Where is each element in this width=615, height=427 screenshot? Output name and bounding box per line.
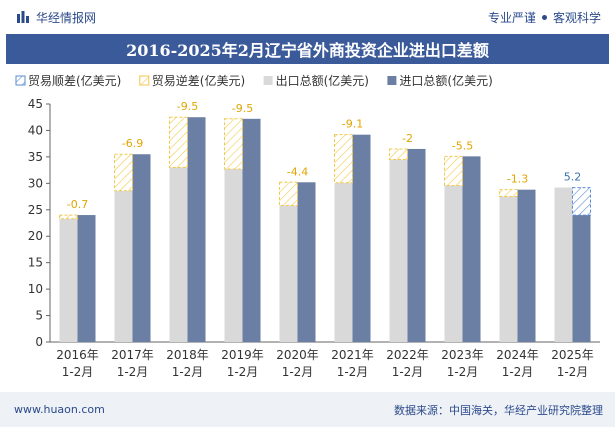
x-tick-label-3-year: 2019年 (221, 348, 264, 362)
x-tick-label-2-period: 1-2月 (172, 365, 204, 379)
separator-dot-icon (541, 14, 547, 20)
deficit-bar-2 (169, 116, 188, 168)
deficit-bar-3 (224, 118, 243, 170)
y-tick-label-0: 0 (35, 335, 43, 349)
legend-label-3: 进口总额(亿美元) (399, 73, 492, 88)
x-tick-label-1-year: 2017年 (111, 348, 154, 362)
y-tick-label-4: 20 (28, 229, 43, 243)
x-tick-label-8-period: 1-2月 (502, 365, 534, 379)
x-tick-label-4-period: 1-2月 (282, 365, 314, 379)
surplus-bar-9 (572, 187, 591, 216)
y-tick-label-6: 30 (28, 176, 43, 190)
legend-swatch-1 (139, 75, 150, 86)
export-bar-1 (114, 190, 133, 342)
export-bar-4 (279, 205, 298, 342)
x-tick-label-4-year: 2020年 (276, 348, 319, 362)
export-bar-8 (499, 196, 518, 342)
x-tick-label-6-year: 2022年 (386, 348, 429, 362)
top-bar: 华经情报网 专业严谨 客观科学 (0, 0, 615, 34)
x-tick-label-9-year: 2025年 (551, 348, 594, 362)
y-tick-label-3: 15 (28, 256, 43, 270)
data-label-6: -2 (402, 132, 413, 145)
deficit-bar-5 (334, 134, 353, 184)
import-bar-0 (77, 215, 96, 342)
legend-swatch-0 (15, 75, 26, 86)
export-bar-9 (554, 187, 573, 342)
axes: 0 5 10 15 20 25 30 35 40 45 2016年 1-2月 2017年 1-2月 2018… (28, 97, 600, 379)
deficit-bar-4 (279, 181, 298, 207)
deficit-bar-8 (499, 189, 518, 198)
deficit-bar-6 (389, 148, 408, 161)
data-label-9: 5.2 (564, 171, 582, 184)
y-tick-label-7: 35 (28, 150, 43, 164)
data-label-7: -5.5 (452, 139, 473, 152)
y-tick-label-5: 25 (28, 203, 43, 217)
footer-source: 数据来源：中国海关，华经产业研究院整理 (394, 403, 603, 417)
x-tick-label-3-period: 1-2月 (227, 365, 259, 379)
brand: 华经情报网 (0, 9, 96, 26)
y-tick-label-8: 40 (28, 123, 43, 137)
x-tick-label-7-period: 1-2月 (447, 365, 479, 379)
tagline-2: 客观科学 (552, 10, 601, 25)
data-label-5: -9.1 (342, 118, 363, 131)
export-bar-6 (389, 159, 408, 342)
import-bar-9 (572, 215, 591, 342)
legend-swatch-3 (387, 76, 397, 85)
import-bar-2 (187, 117, 206, 342)
data-label-8: -1.3 (507, 173, 528, 186)
export-bar-0 (59, 218, 78, 342)
x-tick-label-0-year: 2016年 (56, 348, 99, 362)
import-bar-7 (462, 156, 481, 342)
y-tick-label-9: 45 (28, 97, 43, 111)
data-label-3: -9.5 (232, 102, 253, 115)
import-bar-8 (517, 189, 536, 342)
x-tick-label-6-period: 1-2月 (392, 365, 424, 379)
y-tick-label-1: 5 (35, 309, 43, 323)
chart-title: 2016-2025年2月辽宁省外商投资企业进出口差额 (126, 41, 489, 60)
deficit-bar-1 (114, 153, 133, 192)
tagline-1: 专业严谨 (487, 10, 536, 25)
x-tick-label-5-period: 1-2月 (337, 365, 369, 379)
import-bar-1 (132, 154, 151, 342)
import-bar-3 (242, 118, 261, 342)
import-bar-5 (352, 134, 371, 342)
brand-logo-icon (17, 11, 29, 23)
export-bar-3 (224, 169, 243, 342)
legend-label-0: 贸易顺差(亿美元) (28, 73, 121, 88)
bar-chart: 贸易顺差(亿美元) 贸易逆差(亿美元) 出口总额(亿美元) 进口总额(亿美元) 0 5 1… (15, 73, 600, 379)
bars (59, 116, 591, 342)
export-bar-7 (444, 185, 463, 342)
y-tick-label-2: 10 (28, 282, 43, 296)
export-bar-5 (334, 182, 353, 342)
legend-label-1: 贸易逆差(亿美元) (152, 73, 245, 88)
deficit-bar-0 (59, 214, 78, 220)
x-tick-label-1-period: 1-2月 (117, 365, 149, 379)
x-tick-label-8-year: 2024年 (496, 348, 539, 362)
tagline: 专业严谨 客观科学 (488, 9, 615, 26)
legend-swatch-2 (263, 76, 273, 85)
x-tick-label-5-year: 2021年 (331, 348, 374, 362)
deficit-bar-7 (444, 155, 463, 186)
data-label-0: -0.7 (67, 198, 88, 211)
x-tick-label-7-year: 2023年 (441, 348, 484, 362)
export-bar-2 (169, 167, 188, 342)
data-label-1: -6.9 (122, 137, 143, 150)
data-label-4: -4.4 (287, 165, 308, 178)
import-bar-4 (297, 182, 316, 342)
footer: www.huaon.com 数据来源：中国海关，华经产业研究院整理 (0, 392, 615, 427)
data-label-2: -9.5 (177, 100, 198, 113)
x-tick-label-9-period: 1-2月 (557, 365, 589, 379)
import-bar-6 (407, 148, 426, 342)
brand-name: 华经情报网 (36, 10, 97, 25)
legend-label-2: 出口总额(亿美元) (276, 73, 369, 88)
x-tick-label-0-period: 1-2月 (62, 365, 94, 379)
legend: 贸易顺差(亿美元) 贸易逆差(亿美元) 出口总额(亿美元) 进口总额(亿美元) (15, 73, 493, 88)
chart-title-bar: 2016-2025年2月辽宁省外商投资企业进出口差额 (6, 34, 609, 64)
data-labels: -0.7 -6.9 -9.5 -9.5 -4.4 -9.1 -2 -5.5 -1.3 5.2 (67, 100, 581, 211)
footer-website: www.huaon.com (14, 403, 105, 416)
x-tick-label-2-year: 2018年 (166, 348, 209, 362)
